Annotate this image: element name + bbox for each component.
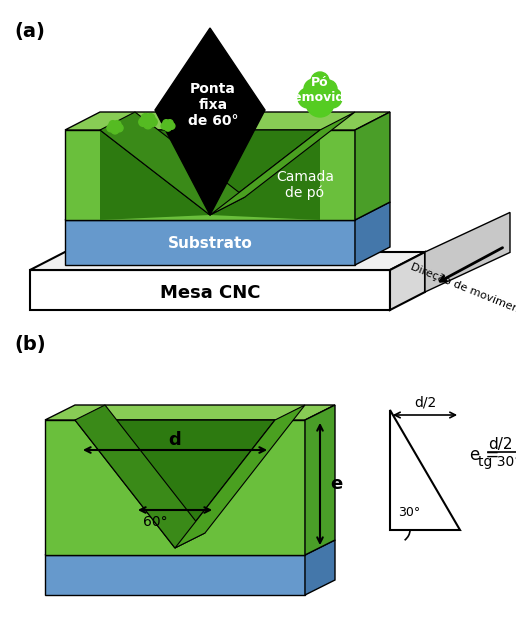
Text: Camada
de pó: Camada de pó: [276, 170, 334, 200]
Polygon shape: [65, 130, 355, 220]
Text: 30°: 30°: [398, 506, 420, 519]
Polygon shape: [45, 405, 335, 420]
Polygon shape: [100, 130, 210, 220]
Circle shape: [306, 89, 334, 117]
Circle shape: [167, 120, 173, 126]
Text: Substrato: Substrato: [168, 236, 252, 251]
Polygon shape: [175, 405, 305, 548]
Polygon shape: [65, 220, 355, 265]
Circle shape: [168, 122, 175, 129]
Circle shape: [161, 122, 168, 129]
Text: e: e: [330, 475, 342, 493]
Circle shape: [146, 114, 155, 122]
Polygon shape: [75, 405, 205, 548]
Polygon shape: [305, 540, 335, 595]
Text: (a): (a): [14, 22, 45, 41]
Text: d/2: d/2: [414, 395, 436, 409]
Circle shape: [139, 117, 148, 126]
Circle shape: [319, 80, 337, 98]
Polygon shape: [355, 202, 390, 265]
Polygon shape: [390, 252, 425, 310]
Text: Ponta
fixa
de 60°: Ponta fixa de 60°: [188, 82, 238, 128]
Polygon shape: [75, 420, 275, 548]
Text: d: d: [169, 431, 182, 449]
Circle shape: [107, 124, 115, 132]
Text: tg 30°: tg 30°: [478, 455, 516, 469]
Circle shape: [113, 121, 121, 128]
Polygon shape: [355, 112, 390, 220]
Circle shape: [111, 122, 119, 130]
Circle shape: [311, 72, 329, 90]
Circle shape: [165, 121, 171, 127]
Circle shape: [116, 124, 123, 132]
Polygon shape: [65, 202, 390, 220]
Polygon shape: [210, 112, 355, 215]
Text: (b): (b): [14, 335, 45, 354]
Text: Pó
removido: Pó removido: [287, 76, 353, 104]
Text: Direção de movimento: Direção de movimento: [409, 262, 516, 318]
Text: Mesa CNC: Mesa CNC: [160, 284, 260, 302]
Circle shape: [165, 124, 171, 131]
Circle shape: [304, 79, 324, 99]
Circle shape: [322, 88, 342, 108]
Circle shape: [149, 117, 157, 126]
Polygon shape: [100, 112, 245, 215]
Circle shape: [143, 115, 152, 124]
Polygon shape: [45, 420, 305, 555]
Text: d/2: d/2: [488, 438, 512, 453]
Polygon shape: [30, 270, 390, 310]
Circle shape: [109, 121, 117, 128]
Text: 60°: 60°: [143, 515, 167, 529]
Polygon shape: [390, 410, 460, 530]
Circle shape: [163, 120, 169, 126]
Polygon shape: [155, 28, 265, 215]
Circle shape: [141, 114, 150, 122]
Polygon shape: [100, 130, 320, 215]
Polygon shape: [30, 252, 425, 270]
Polygon shape: [65, 112, 390, 130]
Polygon shape: [45, 540, 335, 555]
Circle shape: [143, 120, 152, 129]
Polygon shape: [425, 212, 510, 292]
Polygon shape: [45, 555, 305, 595]
Circle shape: [111, 126, 119, 134]
Polygon shape: [210, 130, 320, 220]
Polygon shape: [305, 405, 335, 555]
Text: e =: e =: [470, 446, 499, 464]
Circle shape: [298, 88, 318, 108]
